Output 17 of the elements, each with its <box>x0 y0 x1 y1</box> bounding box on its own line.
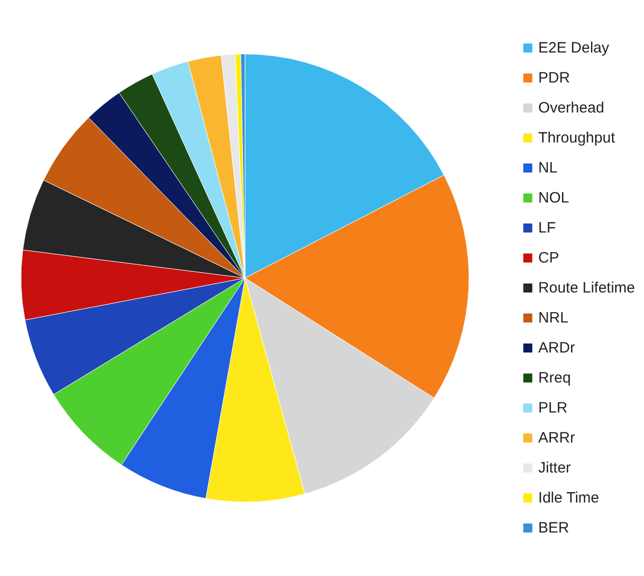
legend-label: E2E Delay <box>538 40 610 56</box>
legend-label: ARRr <box>538 430 575 446</box>
legend-label: Idle Time <box>538 490 600 506</box>
legend-label: NOL <box>538 190 570 206</box>
legend-label: PDR <box>538 70 570 86</box>
legend-label: Throughput <box>538 130 616 146</box>
legend-label: NL <box>538 160 558 176</box>
legend-label: PLR <box>538 400 568 416</box>
legend-label: NRL <box>538 310 568 326</box>
legend-label: LF <box>538 220 556 236</box>
legend-label: ARDr <box>538 340 575 356</box>
legend-label: BER <box>538 520 570 536</box>
legend-label: Overhead <box>538 100 604 116</box>
legend-label: Rreq <box>538 370 571 386</box>
legend-label: Jitter <box>538 460 571 476</box>
legend-label: Route Lifetime <box>538 280 635 296</box>
legend-label: CP <box>538 250 560 266</box>
